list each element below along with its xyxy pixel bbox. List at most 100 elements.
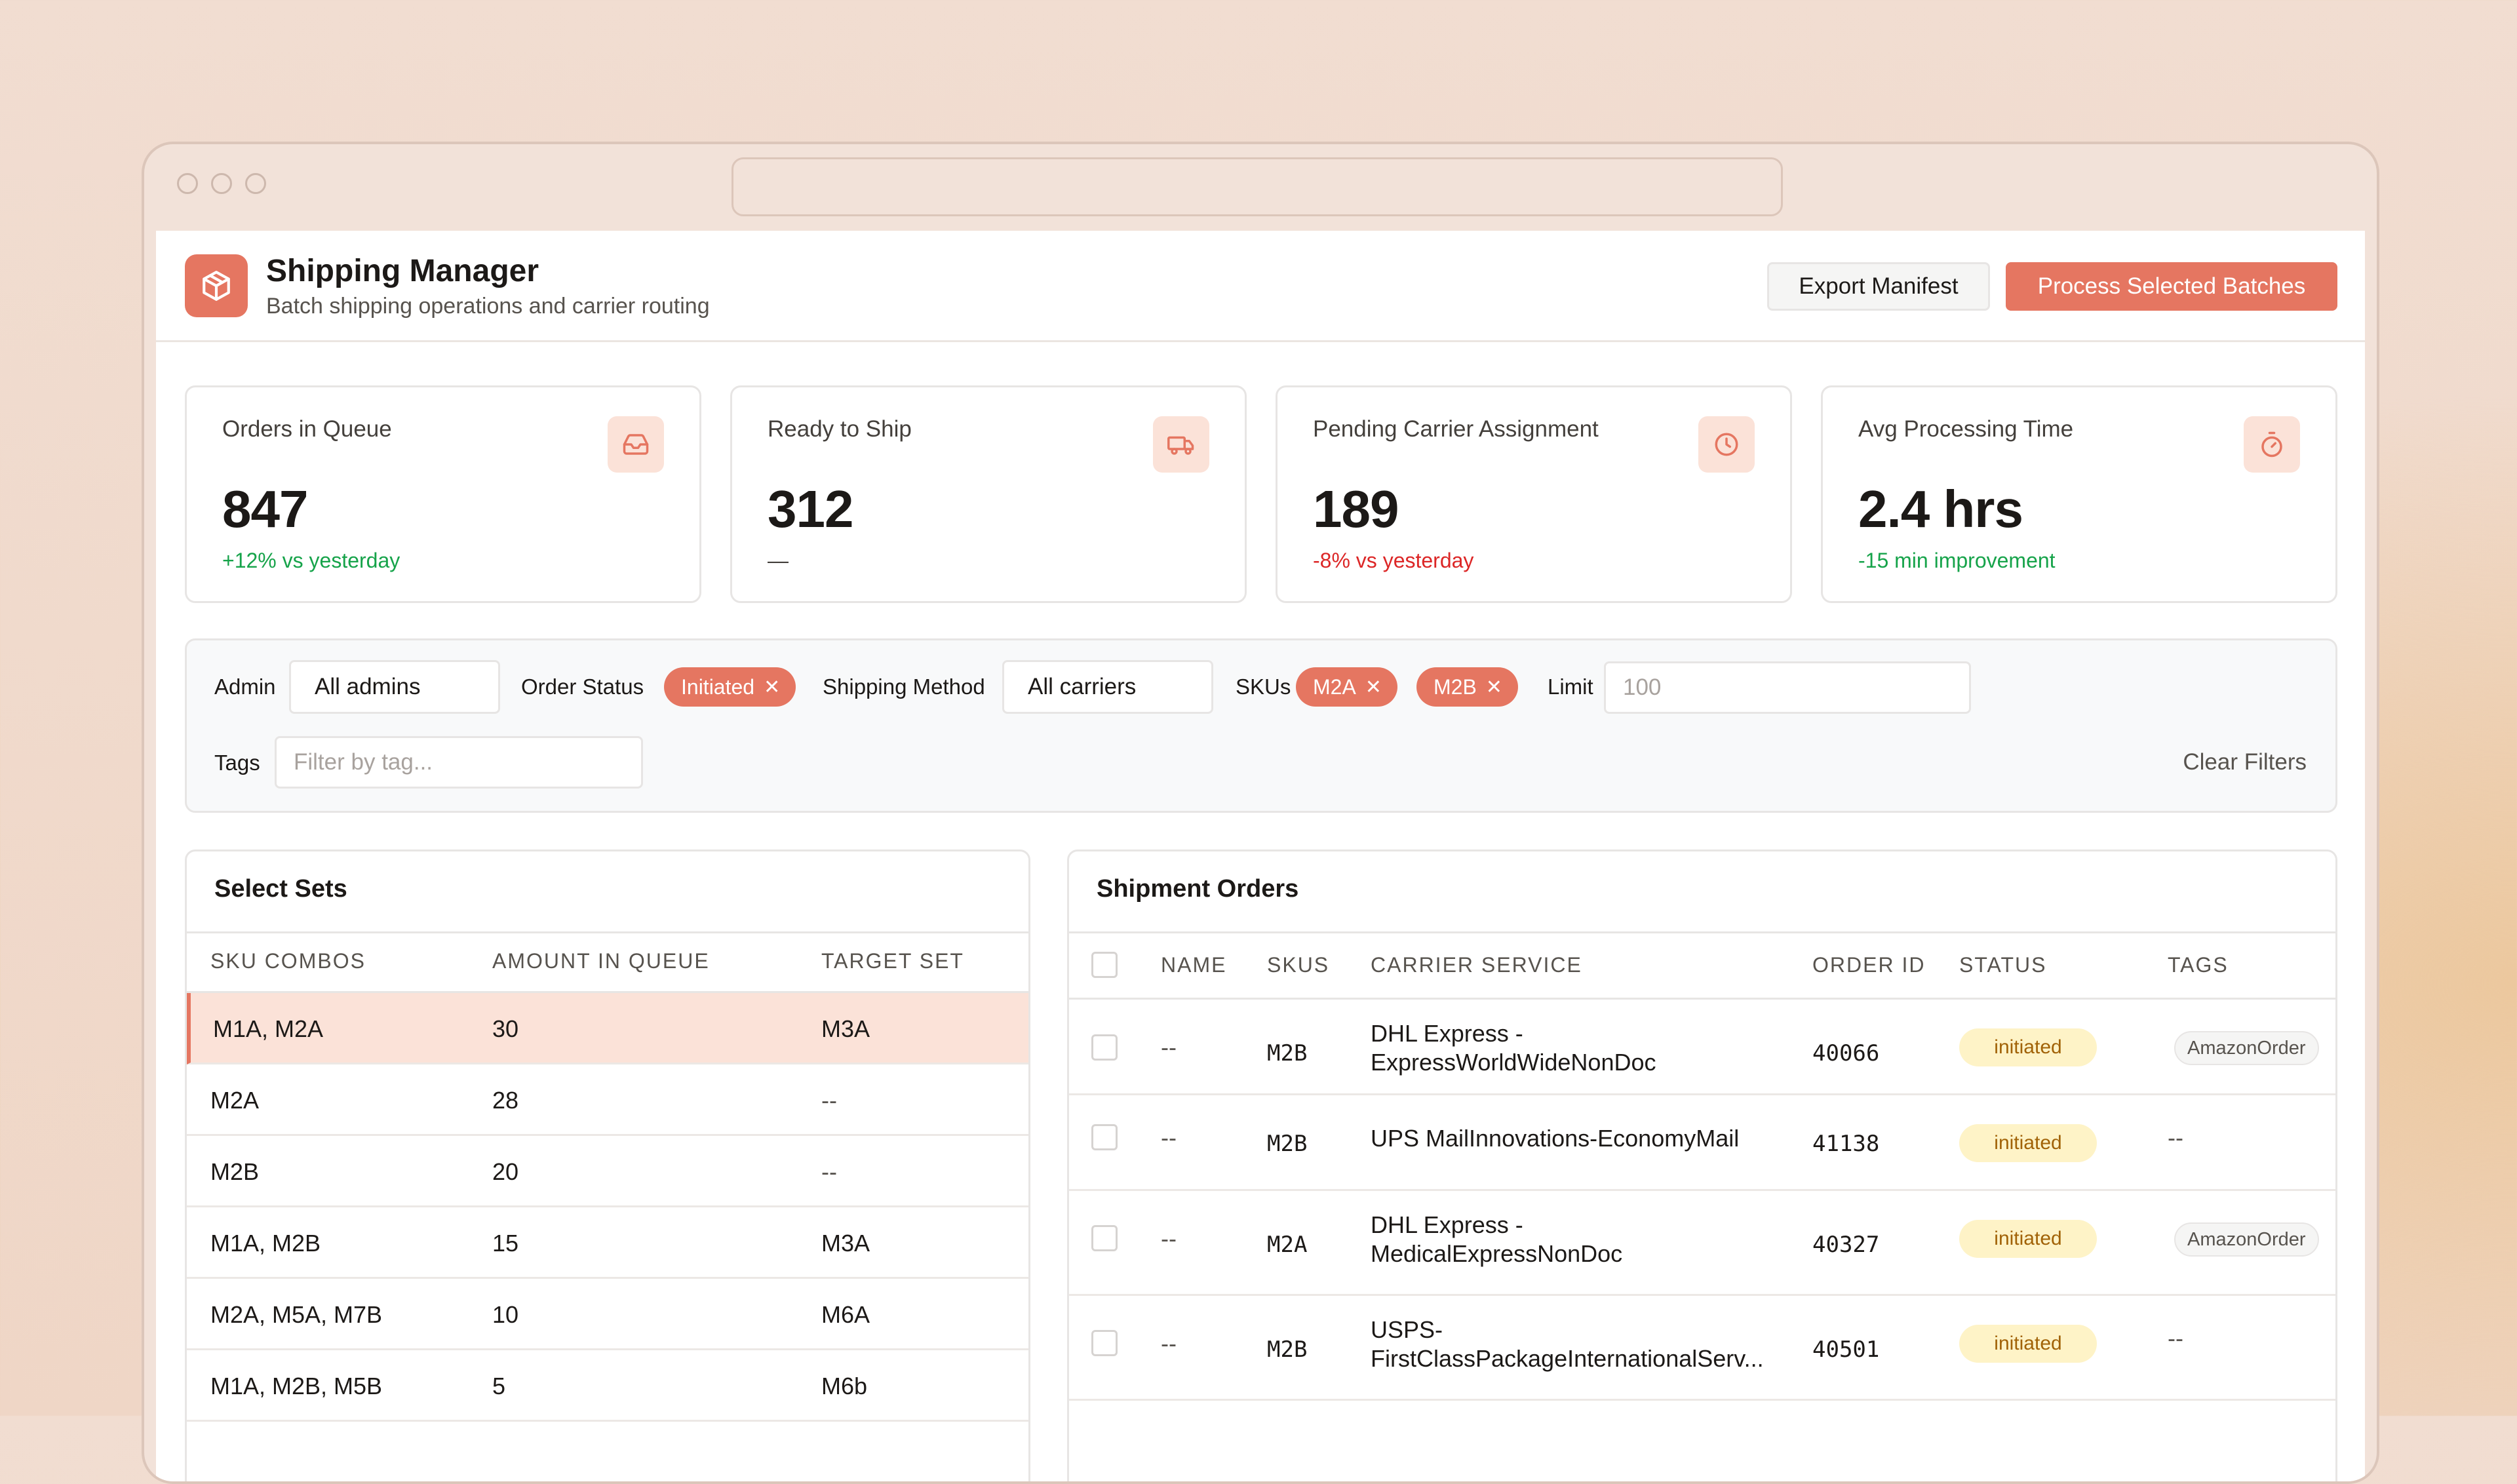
stat-delta: +12% vs yesterday	[222, 549, 400, 572]
skus-filter-label: SKUs	[1236, 674, 1291, 699]
table-row[interactable]: -- M2B USPS- FirstClassPackageInternatio…	[1069, 1296, 2335, 1401]
carrier-line: ExpressWorldWideNonDoc	[1371, 1049, 1656, 1076]
amount-cell: 30	[492, 1015, 519, 1042]
stat-card-orders-in-queue: Orders in Queue 847 +12% vs yesterday	[185, 385, 701, 603]
panel-title: Shipment Orders	[1097, 875, 1299, 903]
name-cell: --	[1161, 1124, 1177, 1151]
amount-cell: 10	[492, 1301, 519, 1328]
column-header-skus: SKUS	[1267, 953, 1330, 977]
sku-combo-cell: M1A, M2B	[210, 1230, 321, 1257]
stat-delta: -8% vs yesterday	[1313, 549, 1474, 572]
export-manifest-button[interactable]: Export Manifest	[1767, 262, 1990, 311]
stat-value: 847	[222, 480, 308, 538]
table-row[interactable]: M1A, M2B, M5B 5 M6b	[187, 1350, 1028, 1422]
table-row[interactable]: -- M2B UPS MailInnovations-EconomyMail 4…	[1069, 1095, 2335, 1191]
process-batches-button[interactable]: Process Selected Batches	[2006, 262, 2337, 311]
column-header-order-id: ORDER ID	[1812, 953, 1926, 977]
status-badge: initiated	[1959, 1220, 2097, 1258]
inbox-icon	[608, 416, 664, 473]
column-header-sku-combos: SKU COMBOS	[210, 949, 366, 973]
minimize-window-button[interactable]	[211, 173, 232, 194]
app-subtitle: Batch shipping operations and carrier ro…	[266, 294, 710, 319]
stat-label: Pending Carrier Assignment	[1313, 416, 1599, 442]
amount-cell: 5	[492, 1373, 506, 1399]
close-icon[interactable]: ✕	[1485, 676, 1502, 698]
carrier-service-cell: UPS MailInnovations-EconomyMail	[1371, 1124, 1739, 1153]
table-header: SKU COMBOS AMOUNT IN QUEUE TARGET SET	[187, 931, 1028, 993]
app-title: Shipping Manager	[266, 254, 539, 288]
status-badge: initiated	[1959, 1028, 2097, 1066]
limit-filter-label: Limit	[1548, 674, 1593, 699]
stat-card-pending-carrier: Pending Carrier Assignment 189 -8% vs ye…	[1276, 385, 1792, 603]
carrier-line: USPS-	[1371, 1316, 1443, 1343]
column-header-tags: TAGS	[2168, 953, 2229, 977]
row-checkbox[interactable]	[1091, 1330, 1118, 1356]
address-bar[interactable]	[732, 157, 1783, 216]
name-cell: --	[1161, 1330, 1177, 1357]
name-cell: --	[1161, 1225, 1177, 1252]
table-row[interactable]: -- M2B DHL Express - ExpressWorldWideNon…	[1069, 1000, 2335, 1095]
table-row[interactable]: M2A 28 --	[187, 1064, 1028, 1136]
sku-combo-cell: M2A	[210, 1087, 260, 1114]
sku-cell: M2B	[1267, 1131, 1308, 1157]
tag-badge: AmazonOrder	[2174, 1222, 2319, 1257]
target-set-cell: --	[821, 1087, 837, 1114]
carrier-line: UPS MailInnovations-EconomyMail	[1371, 1125, 1740, 1152]
table-header: NAME SKUS CARRIER SERVICE ORDER ID STATU…	[1069, 931, 2335, 1000]
close-icon[interactable]: ✕	[764, 676, 781, 698]
shipping-method-select[interactable]: All carriers	[1002, 660, 1213, 714]
close-icon[interactable]: ✕	[1365, 676, 1382, 698]
tags-filter-input[interactable]: Filter by tag...	[275, 736, 643, 789]
chip-label: M2B	[1434, 674, 1477, 699]
package-icon	[185, 254, 248, 317]
stat-delta: -15 min improvement	[1858, 549, 2056, 572]
tag-cell: --	[2168, 1124, 2183, 1151]
sku-chip-m2b[interactable]: M2B ✕	[1416, 667, 1518, 707]
column-header-status: STATUS	[1959, 953, 2047, 977]
target-set-cell: M6b	[821, 1373, 868, 1399]
sku-chip-m2a[interactable]: M2A ✕	[1296, 667, 1397, 707]
browser-window: Shipping Manager Batch shipping operatio…	[142, 142, 2379, 1484]
carrier-line: FirstClassPackageInternationalServ...	[1371, 1345, 1764, 1372]
status-filter-label: Order Status	[521, 674, 644, 699]
table-row[interactable]: -- M2A DHL Express - MedicalExpressNonDo…	[1069, 1191, 2335, 1296]
table-row[interactable]: M1A, M2B 15 M3A	[187, 1207, 1028, 1279]
stat-card-avg-processing: Avg Processing Time 2.4 hrs -15 min impr…	[1821, 385, 2337, 603]
admin-filter-label: Admin	[214, 674, 276, 699]
select-sets-panel: Select Sets SKU COMBOS AMOUNT IN QUEUE T…	[185, 849, 1030, 1481]
order-id-cell: 40501	[1812, 1337, 1880, 1363]
sku-combo-cell: M2A, M5A, M7B	[210, 1301, 383, 1328]
carrier-service-cell: USPS- FirstClassPackageInternationalServ…	[1371, 1316, 1764, 1373]
amount-cell: 28	[492, 1087, 519, 1114]
shipping-manager-app: Shipping Manager Batch shipping operatio…	[156, 231, 2365, 1481]
panel-title: Select Sets	[214, 875, 347, 903]
sku-combo-cell: M1A, M2B, M5B	[210, 1373, 383, 1399]
stat-label: Avg Processing Time	[1858, 416, 2074, 442]
limit-input[interactable]: 100	[1604, 661, 1971, 714]
maximize-window-button[interactable]	[245, 173, 266, 194]
table-row[interactable]: M1A, M2A 30 M3A	[187, 993, 1028, 1064]
stat-value: 312	[768, 480, 853, 538]
row-checkbox[interactable]	[1091, 1225, 1118, 1251]
select-all-checkbox[interactable]	[1091, 952, 1118, 978]
method-filter-label: Shipping Method	[823, 674, 985, 699]
admin-select[interactable]: All admins	[289, 660, 500, 714]
shipment-orders-panel: Shipment Orders NAME SKUS CARRIER SERVIC…	[1067, 849, 2337, 1481]
window-controls	[177, 173, 266, 194]
row-checkbox[interactable]	[1091, 1034, 1118, 1061]
row-checkbox[interactable]	[1091, 1124, 1118, 1150]
sku-combo-cell: M2B	[210, 1158, 260, 1185]
stopwatch-icon	[2244, 416, 2300, 473]
order-id-cell: 40327	[1812, 1232, 1880, 1258]
truck-icon	[1153, 416, 1209, 473]
amount-cell: 15	[492, 1230, 519, 1257]
table-row[interactable]: M2A, M5A, M7B 10 M6A	[187, 1279, 1028, 1350]
close-window-button[interactable]	[177, 173, 198, 194]
target-set-cell: M3A	[821, 1015, 870, 1042]
status-chip-initiated[interactable]: Initiated ✕	[664, 667, 796, 707]
clear-filters-button[interactable]: Clear Filters	[2183, 749, 2307, 775]
sku-cell: M2A	[1267, 1232, 1308, 1258]
tags-filter-label: Tags	[214, 751, 260, 775]
carrier-line: DHL Express -	[1371, 1020, 1523, 1047]
table-row[interactable]: M2B 20 --	[187, 1136, 1028, 1207]
